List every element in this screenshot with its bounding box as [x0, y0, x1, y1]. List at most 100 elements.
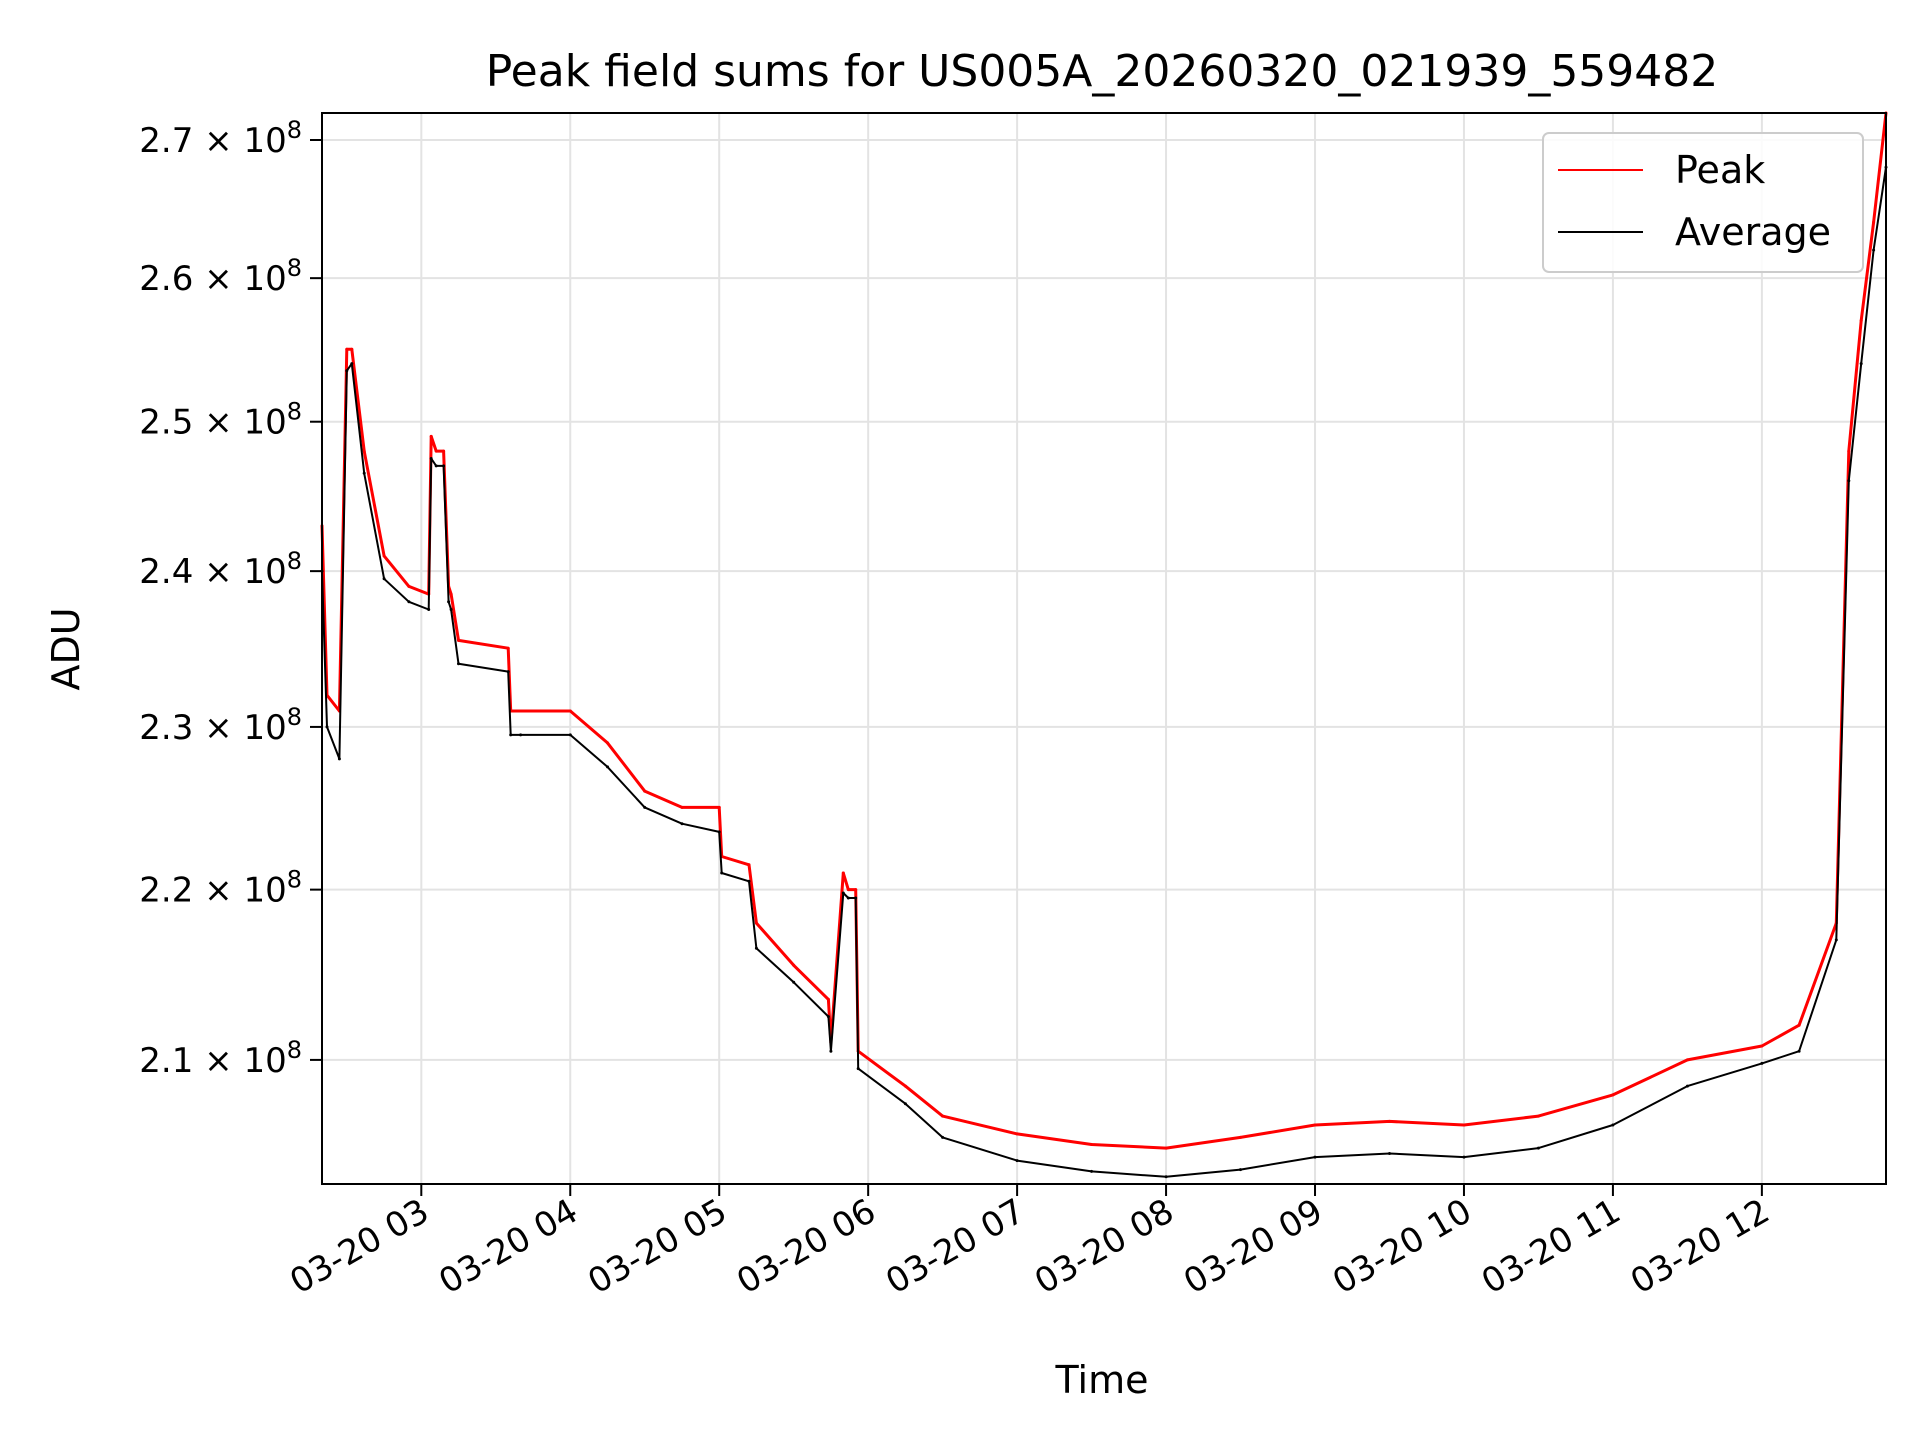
y-tick-label: 2.3 × 108 [139, 703, 302, 748]
data-point-average [509, 733, 513, 737]
data-point-peak [1462, 1123, 1466, 1127]
data-point-average [1462, 1155, 1466, 1159]
data-point-peak [941, 1114, 945, 1118]
data-point-peak [1090, 1143, 1094, 1146]
data-point-average [506, 670, 510, 674]
data-point-peak [506, 646, 510, 650]
y-axis: 2.1 × 108 2.2 × 108 2.3 × 108 2.4 × 108 2.5 … [139, 116, 322, 1081]
data-point-peak [429, 434, 433, 438]
data-point-average [720, 871, 724, 875]
y-tick-label: 2.6 × 108 [139, 254, 302, 299]
data-point-average [643, 805, 647, 809]
data-point-peak [1847, 449, 1851, 453]
data-point-average [350, 362, 354, 366]
data-point-average [1313, 1155, 1317, 1159]
data-point-average [407, 600, 411, 604]
data-point-peak [792, 963, 796, 967]
data-point-peak [846, 888, 850, 892]
data-point-peak [1611, 1093, 1615, 1097]
data-point-peak [1313, 1123, 1317, 1127]
series-average [320, 165, 1888, 1179]
y-tick-label: 2.2 × 108 [139, 866, 302, 911]
y-tick-label: 2.7 × 108 [139, 116, 302, 161]
data-point-average [325, 725, 329, 729]
data-point-average [434, 464, 438, 468]
y-tick-label: 2.5 × 108 [139, 398, 302, 443]
data-point-average [717, 830, 721, 834]
data-point-average [826, 1015, 830, 1019]
data-point-average [1536, 1146, 1540, 1150]
data-point-average [1164, 1175, 1168, 1179]
legend: Peak Average [1542, 132, 1864, 273]
data-point-average [856, 1067, 860, 1071]
data-point-average [792, 980, 796, 984]
data-point-peak [345, 347, 349, 351]
data-point-peak [457, 638, 460, 642]
data-point-average [1090, 1169, 1094, 1173]
data-point-average [337, 757, 341, 761]
data-point-peak [382, 554, 386, 558]
data-point-peak [1872, 220, 1876, 224]
legend-average-label: Average [1675, 210, 1831, 254]
data-point-peak [568, 709, 572, 713]
data-point-peak [1859, 319, 1863, 323]
data-point-average [449, 608, 453, 611]
data-point-average [457, 662, 460, 666]
data-point-average [427, 608, 431, 611]
data-point-peak [407, 584, 411, 588]
data-point-peak [643, 789, 647, 793]
data-point-peak [449, 592, 453, 596]
data-point-peak [841, 871, 845, 875]
data-point-peak [362, 449, 366, 453]
data-point-peak [1685, 1058, 1689, 1062]
data-point-peak [1015, 1132, 1019, 1136]
data-point-peak [606, 741, 609, 745]
data-point-average [362, 471, 366, 475]
data-point-peak [350, 347, 354, 351]
data-point-peak [680, 805, 684, 809]
data-point-average [854, 896, 858, 900]
legend-box [1542, 132, 1864, 273]
data-point-peak [747, 863, 751, 867]
data-point-average [1388, 1152, 1391, 1155]
data-point-peak [854, 888, 858, 892]
plot-area-frame [321, 112, 1887, 1185]
data-point-average [1847, 479, 1851, 483]
data-point-average [519, 733, 523, 737]
data-point-peak [434, 449, 438, 453]
data-point-average [1239, 1168, 1242, 1172]
data-point-average [429, 457, 433, 460]
data-point-average [447, 600, 451, 604]
data-point-peak [826, 997, 830, 1001]
data-point-average [903, 1102, 907, 1106]
data-point-average [382, 577, 386, 581]
data-point-peak [754, 921, 758, 925]
data-point-average [568, 733, 572, 737]
data-point-average [754, 946, 758, 950]
series-line-average [321, 167, 1887, 1178]
data-point-peak [1388, 1119, 1391, 1123]
data-point-average [442, 464, 446, 468]
data-point-average [1797, 1049, 1801, 1053]
data-point-peak [1536, 1114, 1540, 1118]
data-point-peak [1760, 1044, 1764, 1048]
data-point-average [941, 1135, 945, 1139]
data-point-peak [442, 449, 446, 453]
data-point-average [606, 765, 609, 769]
y-axis-title: ADU [44, 607, 88, 690]
data-point-average [841, 891, 845, 895]
y-tick-label: 2.4 × 108 [139, 547, 302, 592]
data-point-peak [1164, 1146, 1168, 1150]
data-point-average [1015, 1159, 1019, 1163]
data-point-average [345, 369, 349, 373]
data-point-peak [717, 805, 721, 809]
data-point-average [680, 822, 684, 826]
y-tick-label: 2.1 × 108 [139, 1036, 302, 1081]
data-point-average [1859, 362, 1863, 366]
data-point-average [1760, 1061, 1764, 1065]
data-point-average [1685, 1084, 1689, 1088]
legend-peak-label: Peak [1675, 148, 1765, 192]
data-point-peak [903, 1084, 907, 1088]
data-point-average [1834, 938, 1838, 942]
